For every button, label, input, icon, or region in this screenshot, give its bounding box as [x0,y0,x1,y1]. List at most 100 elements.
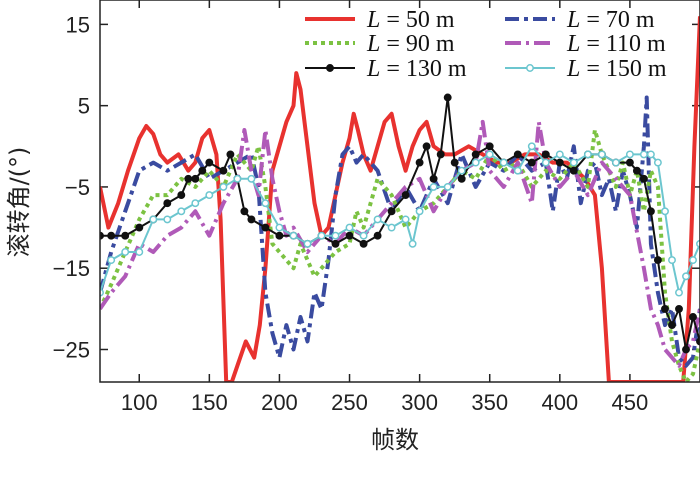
legend-item: L = 130 m [305,56,467,82]
data-point [661,304,669,313]
legend-label: L = 50 m [366,7,455,33]
data-point [632,166,641,175]
data-point [646,150,655,159]
series-70m [100,95,700,368]
plot-frame [99,0,700,383]
x-tick-label: 200 [261,390,298,415]
legend-item: L = 50 m [305,7,455,33]
series-110m [100,119,700,368]
data-point [668,256,676,265]
data-point [191,199,200,208]
data-point [661,207,669,216]
x-tick-label: 100 [121,390,158,415]
data-point [219,166,228,175]
y-tick-label: 5 [78,94,90,119]
data-point [261,223,270,232]
legend: L = 50 m L = 70 m L = 90 m L = 110 m L = 130… [305,7,667,82]
x-tick-labels: 100 150 200 250 300 350 400 450 [121,390,648,415]
data-point [625,158,634,167]
y-tick-label: −15 [53,256,90,281]
legend-label: L = 130 m [366,56,467,82]
data-point [163,215,172,224]
data-point [205,191,214,200]
data-point [331,239,340,248]
data-point [569,166,578,175]
data-point [107,231,116,240]
data-point [387,223,396,232]
x-tick-label: 400 [541,390,578,415]
series-50m [100,16,700,382]
data-point [149,215,158,224]
data-point [639,174,648,183]
data-point [597,150,606,159]
data-point [653,158,662,167]
legend-label: L = 110 m [566,31,666,57]
y-axis-title: 滚转角/(°) [5,147,33,258]
series-150m [100,142,700,297]
data-point [226,150,235,159]
data-point [436,150,445,159]
legend-label: L = 70 m [566,7,655,33]
y-tick-labels: 15 5 −5 −15 −25 [53,12,90,362]
data-point [233,174,242,183]
y-tick-label: −25 [53,337,90,362]
data-point [513,166,522,175]
legend-item: L = 90 m [305,31,455,57]
data-point [240,207,249,216]
y-tick-label: 15 [66,12,90,37]
data-point [247,174,256,183]
x-tick-label: 450 [612,390,649,415]
data-point [471,158,480,167]
series-line [100,16,700,382]
data-point [205,158,214,167]
data-point [163,199,172,208]
legend-item: L = 150 m [505,56,667,82]
data-point [191,174,200,183]
legend-label: L = 90 m [366,31,455,57]
data-point [583,150,592,159]
data-point [639,150,648,159]
data-point [450,158,459,167]
x-tick-label: 250 [331,390,368,415]
data-point [541,158,550,167]
data-point [457,166,466,175]
legend-item: L = 110 m [505,31,666,57]
data-point [415,158,424,167]
data-point [541,150,550,159]
data-point [443,182,452,191]
data-point [135,223,144,232]
data-point [415,207,424,216]
data-point [485,150,494,159]
x-axis-title: 帧数 [371,426,419,454]
data-point [513,150,522,159]
data-point [177,191,186,200]
data-point [653,256,662,265]
data-point [135,248,144,256]
data-point [373,215,382,224]
data-point [184,174,193,183]
series-line [100,95,700,368]
data-point [303,239,312,248]
data-point [527,158,536,167]
data-point [261,199,270,208]
data-point [646,207,655,216]
data-point [345,223,354,232]
data-point [457,174,466,183]
data-point [408,239,417,248]
data-point [675,288,683,297]
data-point [569,158,578,167]
data-point [485,142,494,151]
data-point [625,150,634,159]
data-point [689,313,697,321]
series-line [100,119,700,368]
data-point [107,256,116,265]
data-point [555,150,564,159]
data-point [429,182,438,191]
data-point [198,166,207,175]
data-point [387,207,396,216]
data-point [373,231,382,240]
data-point [471,150,480,159]
series-layer [100,16,700,382]
x-tick-label: 350 [471,390,508,415]
